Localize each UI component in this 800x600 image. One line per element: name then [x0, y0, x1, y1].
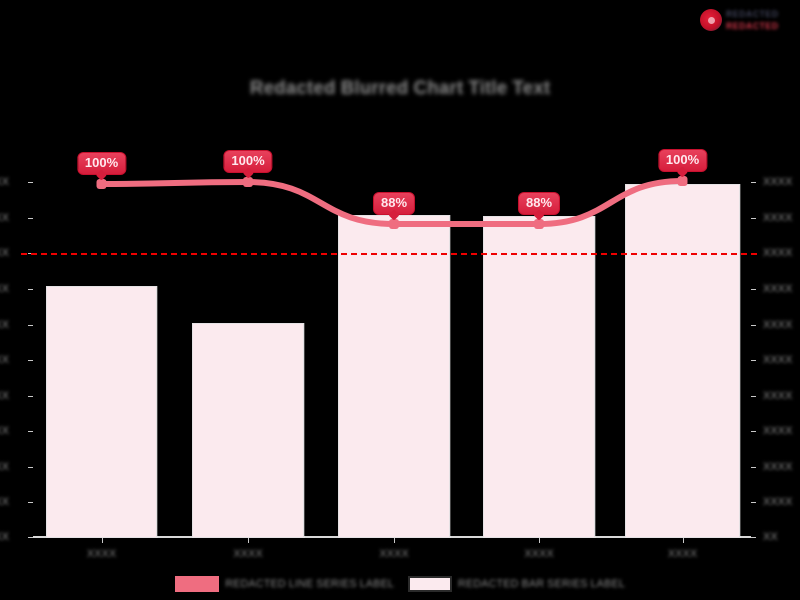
left-axis-tick-label: XXX: [0, 461, 9, 473]
right-axis-tick-label: XXXX: [763, 176, 793, 188]
right-axis-tick-label: XXXX: [763, 390, 793, 402]
right-axis-tick-label: XXXX: [763, 319, 793, 331]
chart-legend: REDACTED LINE SERIES LABEL REDACTED BAR S…: [0, 576, 800, 592]
left-axis-tick-label: XXX: [0, 212, 9, 224]
left-axis-tick-label: XXX: [0, 354, 9, 366]
plot-area: X X X X X X X X X X X XXXX XXXX XXXX XXXX XXXX X XXX XXXX…: [0, 149, 792, 560]
line-marker[interactable]: [96, 179, 107, 189]
logo-line-2: REDACTED: [726, 21, 779, 31]
legend-swatch-icon: [175, 576, 220, 592]
left-axis-tick-label: XXX: [0, 176, 9, 188]
logo-circle-icon: [700, 9, 722, 31]
left-axis-tick: [28, 502, 33, 503]
left-axis-tick: [28, 396, 33, 397]
legend-item[interactable]: REDACTED LINE SERIES LABEL: [175, 576, 394, 592]
x-axis-tick: [682, 538, 684, 543]
right-axis-tick-label: XXXX: [763, 461, 793, 473]
left-axis-tick-label: XXX: [0, 496, 9, 508]
right-axis-tick-label: XXXX: [763, 247, 793, 259]
chart-title: Redacted Blurred Chart Title Text: [249, 78, 551, 99]
x-axis-tick-label: XXXX: [524, 548, 554, 560]
bar[interactable]: [46, 286, 157, 538]
left-axis-tick: [28, 360, 33, 361]
left-axis-tick: [28, 467, 33, 468]
right-axis-tick-label: XXXX: [763, 212, 793, 224]
right-axis-tick: [751, 467, 756, 468]
left-axis-tick-label: XXX: [0, 283, 9, 295]
left-axis-tick-label: XXX: [0, 390, 9, 402]
left-axis-tick: [28, 431, 33, 432]
right-axis-tick: [751, 218, 756, 219]
logo-wordmark: REDACTED REDACTED: [726, 9, 778, 31]
x-axis-tick-label: XXXX: [379, 548, 409, 560]
x-axis-tick: [248, 538, 249, 543]
legend-item[interactable]: REDACTED BAR SERIES LABEL: [407, 576, 625, 592]
legend-label: REDACTED BAR SERIES LABEL: [457, 578, 625, 590]
legend-label: REDACTED LINE SERIES LABEL: [225, 578, 394, 590]
left-axis-tick-label: XXX: [0, 319, 9, 331]
right-axis-tick-label: XXXX: [763, 354, 793, 366]
brand-logo: REDACTED REDACTED: [700, 5, 792, 35]
legend-swatch-icon: [407, 576, 452, 592]
data-label: 88%: [372, 192, 416, 215]
right-axis-tick-label: XXXX: [763, 283, 793, 295]
right-axis-tick: [751, 325, 756, 326]
x-axis-tick: [101, 538, 103, 543]
left-axis-tick: [28, 289, 33, 290]
bar[interactable]: [483, 216, 595, 538]
right-axis-tick: [751, 182, 756, 183]
x-axis-tick-label: XXXX: [667, 548, 698, 560]
data-label: 100%: [657, 149, 708, 172]
bar[interactable]: [625, 184, 740, 538]
threshold-line: [21, 253, 757, 255]
right-axis-tick: [751, 289, 756, 290]
line-marker[interactable]: [243, 177, 253, 187]
left-axis-tick-label: XXX: [0, 425, 9, 437]
logo-line-1: REDACTED: [726, 9, 779, 19]
data-label: 88%: [517, 192, 561, 215]
right-axis-tick-label: XX: [763, 531, 778, 543]
right-axis-tick: [751, 431, 756, 432]
data-label: 100%: [223, 150, 273, 173]
left-axis-tick-label: XX: [0, 531, 9, 543]
x-axis-tick: [394, 538, 395, 543]
left-axis-tick: [28, 218, 33, 219]
data-label: 100%: [76, 152, 127, 175]
x-axis-tick-label: XXXX: [86, 548, 117, 560]
right-axis-tick-label: XXXX: [763, 496, 793, 508]
right-axis-tick: [751, 360, 756, 361]
bar[interactable]: [192, 323, 304, 538]
right-axis-tick-label: XXXX: [763, 425, 793, 437]
left-axis-tick: [28, 182, 33, 183]
right-axis-tick: [751, 502, 756, 503]
left-axis-tick: [28, 537, 33, 538]
left-axis-tick-label: XXX: [0, 247, 9, 259]
right-axis-tick: [751, 537, 756, 538]
right-axis-tick: [751, 396, 756, 397]
bar[interactable]: [338, 215, 450, 538]
x-axis-tick: [539, 538, 540, 543]
left-axis-tick: [28, 325, 33, 326]
x-axis-tick-label: XXXX: [233, 548, 263, 560]
